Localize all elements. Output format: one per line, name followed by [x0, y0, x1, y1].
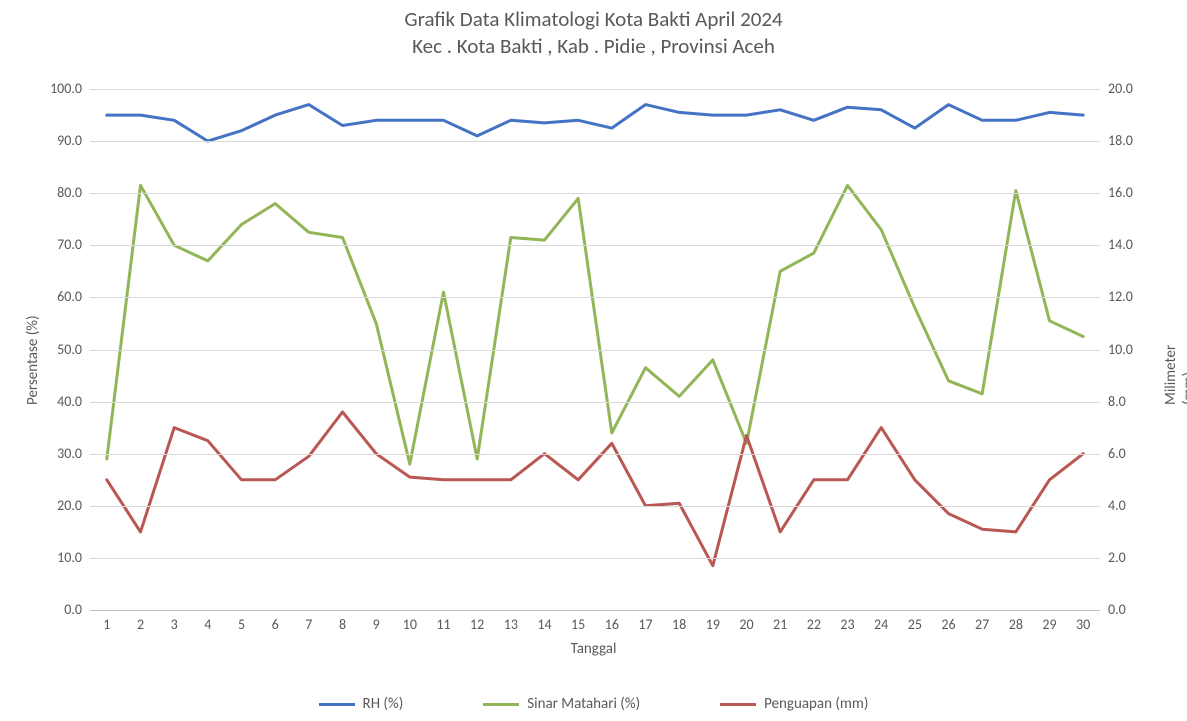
- x-tick-label: 9: [361, 616, 391, 633]
- y-right-tick-label: 8.0: [1108, 393, 1158, 410]
- x-tick-label: 10: [395, 616, 425, 633]
- x-tick-label: 16: [597, 616, 627, 633]
- x-tick-label: 1: [92, 616, 122, 633]
- legend-label: RH (%): [363, 695, 404, 713]
- x-tick-label: 7: [294, 616, 324, 633]
- x-tick-label: 11: [429, 616, 459, 633]
- x-tick-label: 28: [1001, 616, 1031, 633]
- gridline: [90, 558, 1100, 559]
- legend-item: Penguapan (mm): [720, 695, 868, 713]
- y-right-tick-label: 16.0: [1108, 184, 1158, 201]
- series-line: [107, 185, 1083, 464]
- x-tick-label: 4: [193, 616, 223, 633]
- legend-label: Penguapan (mm): [764, 695, 868, 713]
- y-left-tick-label: 90.0: [32, 132, 82, 149]
- gridline: [90, 350, 1100, 351]
- x-tick-label: 5: [227, 616, 257, 633]
- y-left-tick-label: 100.0: [32, 80, 82, 97]
- chart-title-line2: Kec . Kota Bakti , Kab . Pidie , Provins…: [0, 33, 1187, 60]
- x-tick-label: 25: [900, 616, 930, 633]
- y-left-tick-label: 10.0: [32, 549, 82, 566]
- gridline: [90, 89, 1100, 90]
- legend-swatch: [483, 703, 519, 706]
- x-tick-label: 18: [664, 616, 694, 633]
- y-right-tick-label: 14.0: [1108, 236, 1158, 253]
- x-tick-label: 20: [732, 616, 762, 633]
- x-tick-label: 8: [328, 616, 358, 633]
- gridline: [90, 506, 1100, 507]
- series-line: [107, 105, 1083, 142]
- y-left-tick-label: 70.0: [32, 236, 82, 253]
- gridline: [90, 297, 1100, 298]
- gridline: [90, 245, 1100, 246]
- x-tick-label: 21: [765, 616, 795, 633]
- y-right-tick-label: 6.0: [1108, 445, 1158, 462]
- chart-title-line1: Grafik Data Klimatologi Kota Bakti April…: [0, 6, 1187, 33]
- x-tick-label: 17: [631, 616, 661, 633]
- y-right-tick-label: 18.0: [1108, 132, 1158, 149]
- y-right-tick-label: 0.0: [1108, 601, 1158, 618]
- y-left-tick-label: 60.0: [32, 288, 82, 305]
- x-tick-label: 6: [260, 616, 290, 633]
- x-tick-label: 22: [799, 616, 829, 633]
- y-left-tick-label: 30.0: [32, 445, 82, 462]
- axis-baseline: [90, 610, 1100, 611]
- y-left-tick-label: 50.0: [32, 341, 82, 358]
- x-tick-label: 19: [698, 616, 728, 633]
- x-tick-label: 30: [1068, 616, 1098, 633]
- x-axis-label: Tanggal: [0, 640, 1187, 658]
- y-right-tick-label: 10.0: [1108, 341, 1158, 358]
- legend: RH (%) Sinar Matahari (%) Penguapan (mm): [0, 683, 1187, 721]
- x-tick-label: 24: [866, 616, 896, 633]
- legend-swatch: [319, 703, 355, 706]
- gridline: [90, 141, 1100, 142]
- x-tick-label: 15: [563, 616, 593, 633]
- y-right-axis-label: Milimeter (mm): [1162, 344, 1187, 404]
- x-tick-label: 23: [833, 616, 863, 633]
- y-left-tick-label: 80.0: [32, 184, 82, 201]
- x-tick-label: 12: [462, 616, 492, 633]
- y-right-tick-label: 2.0: [1108, 549, 1158, 566]
- y-left-tick-label: 40.0: [32, 393, 82, 410]
- x-tick-label: 3: [159, 616, 189, 633]
- chart-title-block: Grafik Data Klimatologi Kota Bakti April…: [0, 6, 1187, 61]
- y-left-axis-label: Persentase (%): [24, 315, 42, 405]
- legend-item: RH (%): [319, 695, 404, 713]
- y-left-tick-label: 20.0: [32, 497, 82, 514]
- legend-item: Sinar Matahari (%): [483, 695, 640, 713]
- x-tick-label: 27: [967, 616, 997, 633]
- y-right-tick-label: 12.0: [1108, 288, 1158, 305]
- gridline: [90, 454, 1100, 455]
- x-tick-label: 29: [1035, 616, 1065, 633]
- x-tick-label: 26: [934, 616, 964, 633]
- x-tick-label: 14: [530, 616, 560, 633]
- series-line: [107, 412, 1083, 566]
- y-left-tick-label: 0.0: [32, 601, 82, 618]
- y-right-tick-label: 4.0: [1108, 497, 1158, 514]
- gridline: [90, 402, 1100, 403]
- x-tick-label: 2: [126, 616, 156, 633]
- legend-swatch: [720, 703, 756, 706]
- gridline: [90, 193, 1100, 194]
- legend-label: Sinar Matahari (%): [527, 695, 640, 713]
- x-tick-label: 13: [496, 616, 526, 633]
- chart-container: Grafik Data Klimatologi Kota Bakti April…: [0, 0, 1187, 721]
- y-right-tick-label: 20.0: [1108, 80, 1158, 97]
